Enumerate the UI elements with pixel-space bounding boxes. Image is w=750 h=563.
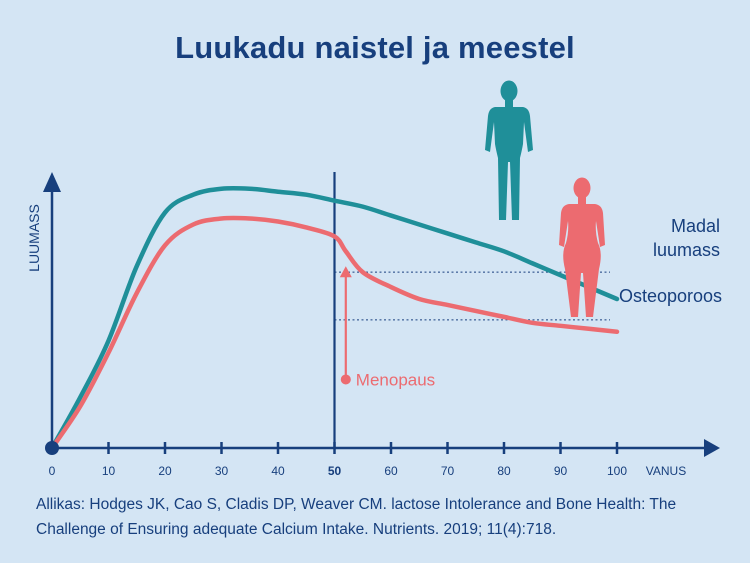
x-tick-label: 40 bbox=[271, 464, 285, 478]
x-axis-arrow bbox=[704, 439, 720, 457]
men-bone-mass-line bbox=[49, 185, 620, 451]
menopause-dot bbox=[340, 374, 351, 385]
x-tick-label: 100 bbox=[607, 464, 627, 478]
axis-origin-dot bbox=[45, 441, 59, 455]
x-tick-label: 20 bbox=[158, 464, 172, 478]
osteoporosis-label: Osteoporoos bbox=[619, 286, 722, 306]
menopause-label: Menopaus bbox=[356, 370, 435, 389]
women-bone-mass-line bbox=[49, 215, 620, 451]
low-bone-mass-label: Madal luumass bbox=[653, 216, 720, 260]
x-tick-label: 50 bbox=[328, 464, 342, 478]
x-tick-label: 80 bbox=[497, 464, 511, 478]
y-axis-title: LUUMASS bbox=[26, 204, 42, 272]
menopause-arrow-head bbox=[339, 266, 352, 278]
female-figure-icon bbox=[559, 177, 605, 317]
source-citation: Allikas: Hodges JK, Cao S, Cladis DP, We… bbox=[36, 496, 677, 538]
chart-title: Luukadu naistel ja meestel bbox=[175, 30, 575, 65]
x-tick-label: 90 bbox=[554, 464, 568, 478]
x-tick-label: 0 bbox=[49, 464, 56, 478]
x-tick-label: 60 bbox=[384, 464, 398, 478]
y-axis-arrow bbox=[43, 172, 61, 192]
male-figure-icon bbox=[485, 80, 533, 220]
x-tick-label: 70 bbox=[441, 464, 455, 478]
x-tick-label: 10 bbox=[102, 464, 116, 478]
x-tick-label: 30 bbox=[215, 464, 229, 478]
x-axis-title: VANUS bbox=[646, 464, 686, 478]
